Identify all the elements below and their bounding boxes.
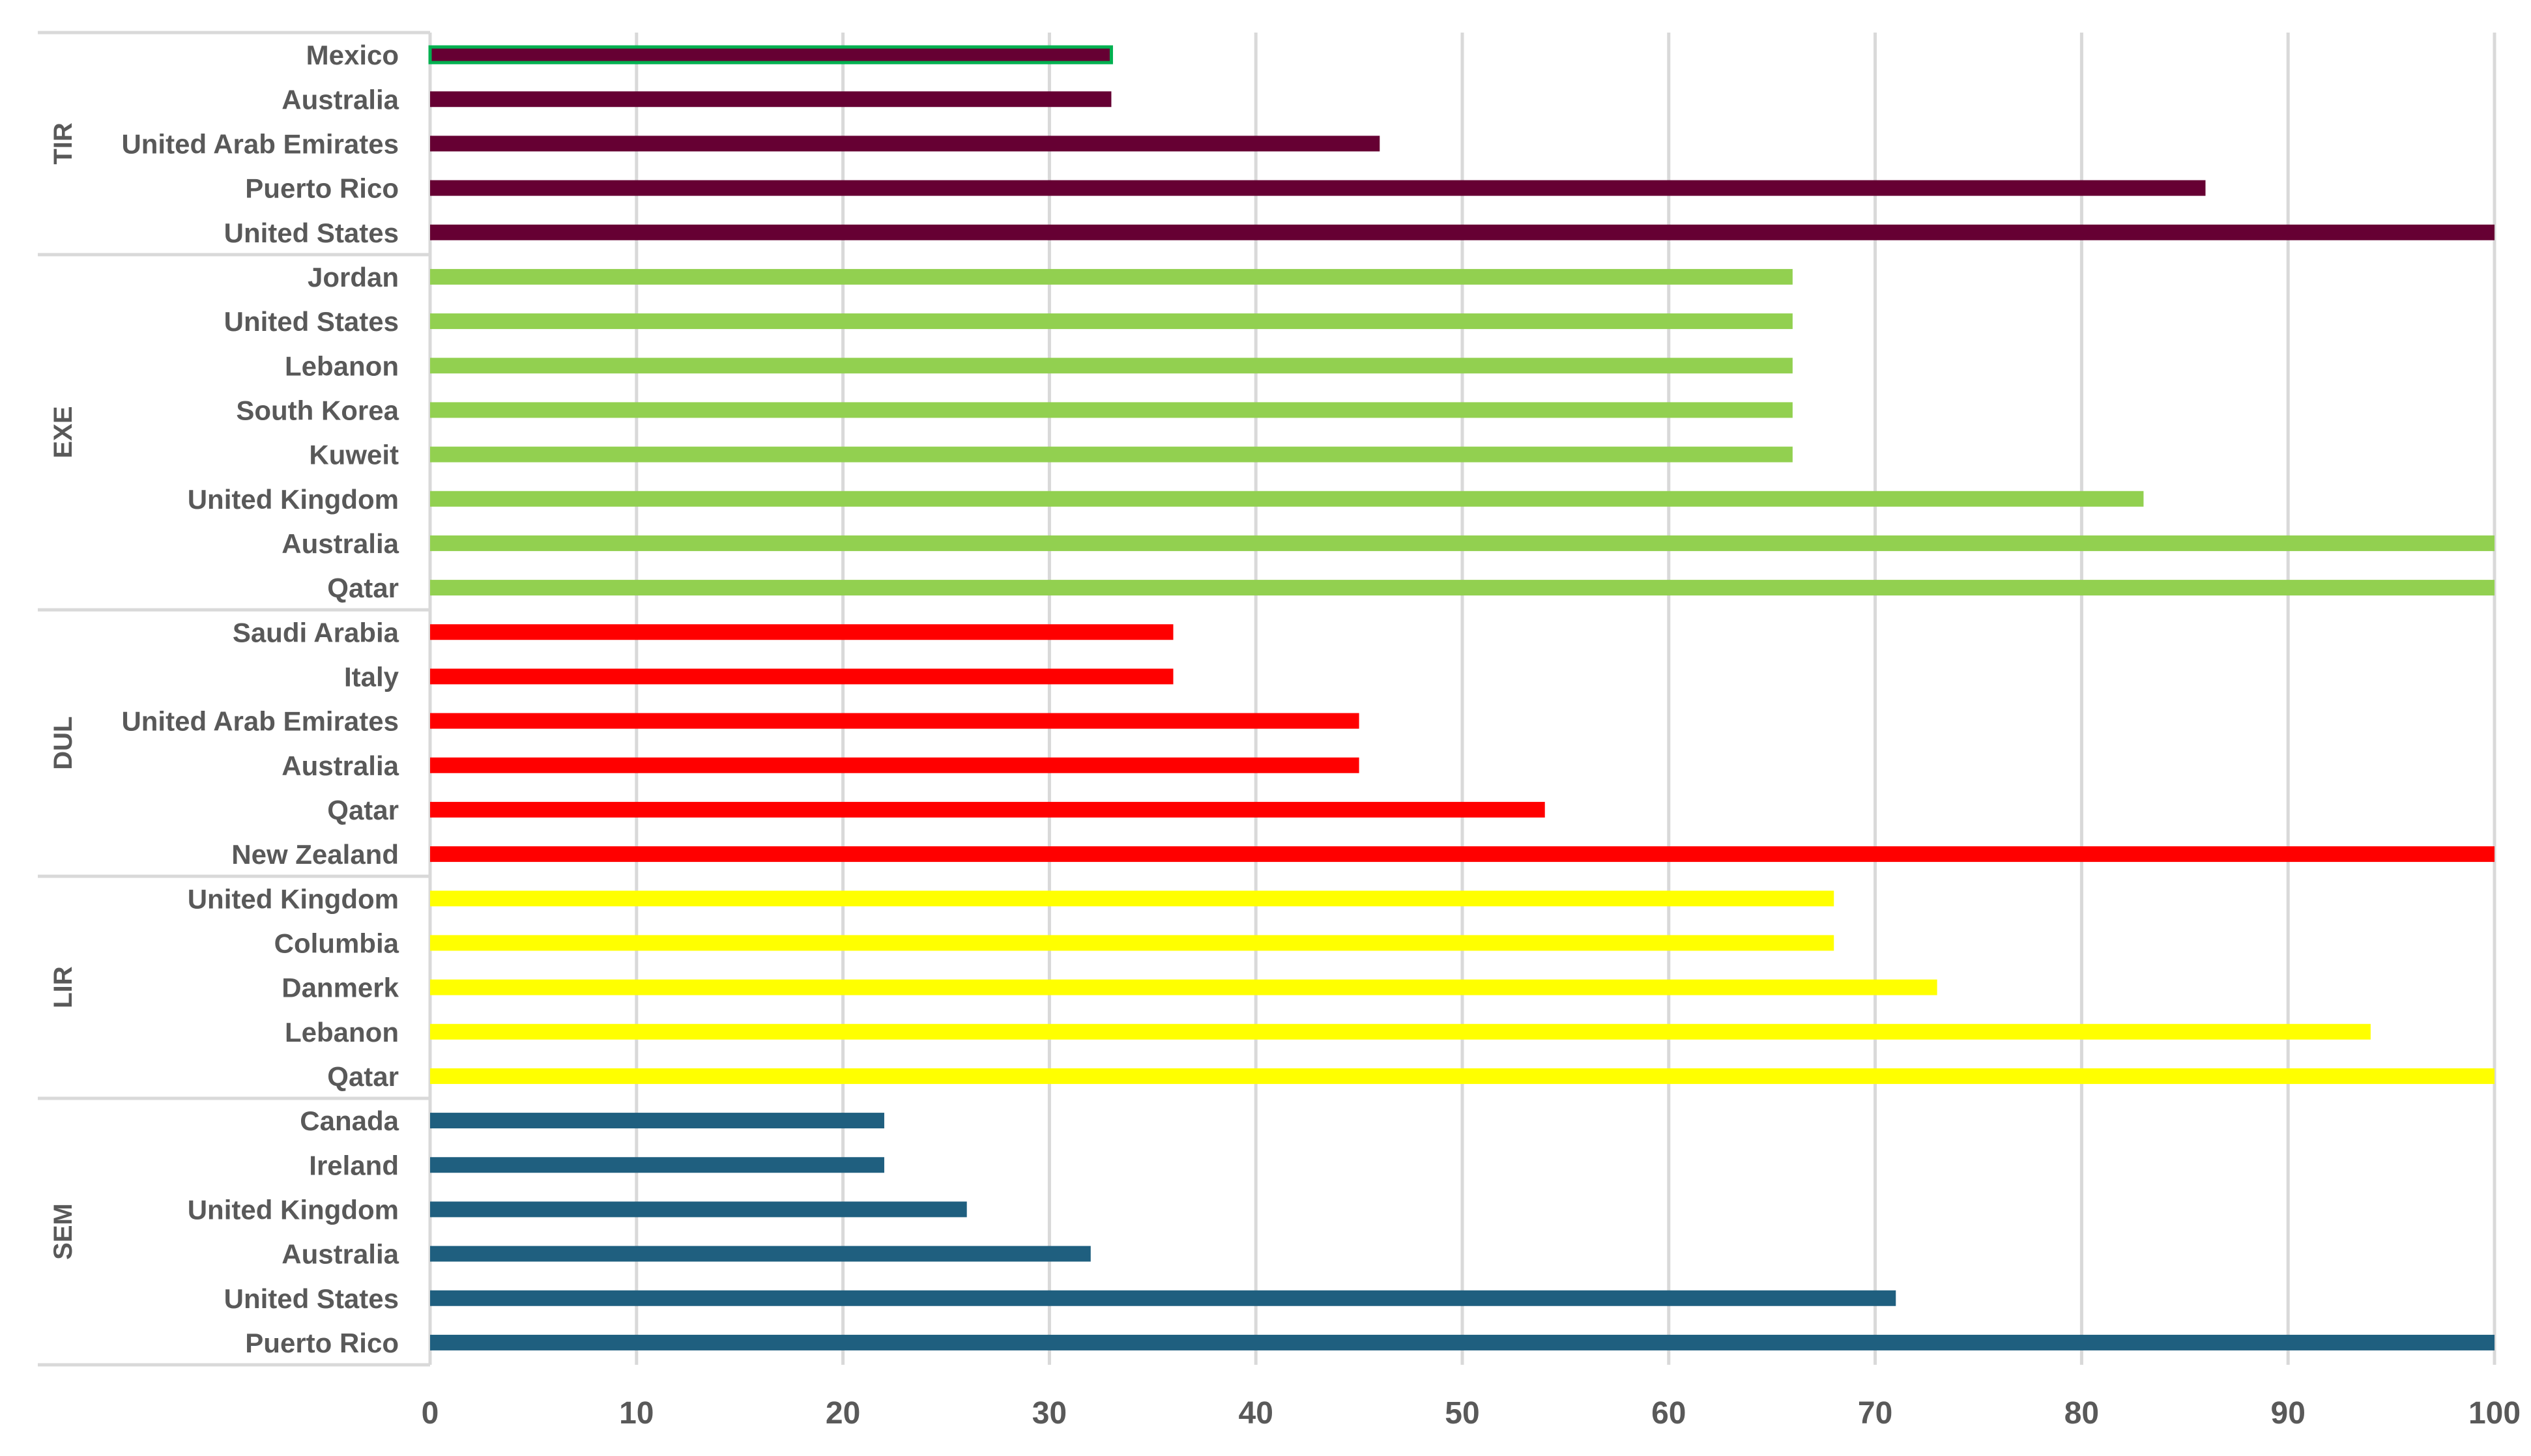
- x-tick-label-40: 40: [1239, 1396, 1273, 1431]
- group-label-tir: TIR: [49, 122, 78, 165]
- category-label-dul-5: New Zealand: [231, 839, 399, 870]
- bar-lir-3: [430, 1023, 2371, 1040]
- bar-exe-2: [430, 358, 1793, 374]
- category-label-exe-3: South Korea: [236, 395, 399, 425]
- bar-dul-1: [430, 668, 1174, 685]
- category-label-dul-4: Qatar: [327, 795, 399, 825]
- category-label-tir-4: United States: [224, 218, 399, 248]
- x-tick-label-100: 100: [2468, 1396, 2521, 1431]
- bar-exe-0: [430, 268, 1793, 285]
- x-tick-label-30: 30: [1032, 1396, 1067, 1431]
- x-tick-label-50: 50: [1445, 1396, 1479, 1431]
- category-label-tir-0: Mexico: [306, 40, 399, 70]
- bar-dul-2: [430, 713, 1359, 729]
- category-label-dul-0: Saudi Arabia: [233, 617, 399, 648]
- category-label-lir-1: Columbia: [274, 928, 399, 958]
- bar-exe-3: [430, 402, 1793, 418]
- bar-exe-7: [430, 580, 2495, 596]
- bar-sem-2: [430, 1201, 967, 1218]
- bar-exe-6: [430, 535, 2495, 551]
- bar-tir-3: [430, 180, 2206, 196]
- category-label-exe-2: Lebanon: [285, 350, 399, 381]
- category-label-lir-2: Danmerk: [282, 973, 399, 1003]
- bar-exe-5: [430, 491, 2144, 507]
- x-tick-label-70: 70: [1858, 1396, 1892, 1431]
- category-label-lir-0: United Kingdom: [188, 883, 399, 914]
- group-label-sem: SEM: [49, 1203, 78, 1260]
- category-label-sem-3: Australia: [282, 1239, 399, 1270]
- bar-lir-4: [430, 1068, 2495, 1084]
- x-tick-label-10: 10: [619, 1396, 654, 1431]
- category-label-dul-3: Australia: [282, 750, 399, 781]
- bar-exe-1: [430, 313, 1793, 330]
- category-label-tir-1: Australia: [282, 84, 399, 115]
- category-label-exe-0: Jordan: [308, 262, 399, 293]
- bar-tir-4: [430, 224, 2495, 240]
- bar-sem-4: [430, 1290, 1896, 1306]
- category-label-exe-1: United States: [224, 306, 399, 337]
- category-label-sem-1: Ireland: [309, 1150, 399, 1180]
- category-label-lir-3: Lebanon: [285, 1017, 399, 1048]
- bar-dul-0: [430, 624, 1174, 640]
- x-axis-tick-labels: 0 10 20 30 40 50 60 70 80 90 100: [422, 1396, 2521, 1431]
- bars: [428, 45, 2495, 1350]
- group-separators: [38, 31, 432, 1367]
- category-label-exe-6: Australia: [282, 528, 399, 559]
- category-label-sem-0: Canada: [300, 1106, 399, 1136]
- bar-dul-5: [430, 846, 2495, 863]
- gridlines: [635, 33, 2496, 1365]
- group-label-lir: LIR: [49, 966, 78, 1008]
- bar-dul-3: [430, 757, 1359, 773]
- bar-sem-3: [430, 1246, 1091, 1262]
- x-tick-label-80: 80: [2064, 1396, 2099, 1431]
- bar-sem-0: [430, 1113, 884, 1129]
- x-tick-label-20: 20: [826, 1396, 860, 1431]
- bar-dul-4: [430, 801, 1545, 818]
- bar-tir-0: [428, 45, 1113, 64]
- category-label-dul-2: United Arab Emirates: [121, 706, 399, 737]
- bar-sem-5: [430, 1334, 2495, 1350]
- bar-lir-0: [430, 891, 1834, 907]
- category-label-sem-4: United States: [224, 1283, 399, 1314]
- category-labels: Mexico Australia United Arab Emirates Puert…: [121, 40, 399, 1358]
- category-label-sem-5: Puerto Rico: [245, 1328, 399, 1358]
- bar-tir-1: [430, 91, 1112, 107]
- group-label-exe: EXE: [49, 406, 78, 458]
- group-label-dul: DUL: [49, 717, 78, 770]
- category-label-tir-3: Puerto Rico: [245, 173, 399, 204]
- x-tick-label-90: 90: [2271, 1396, 2306, 1431]
- category-label-sem-2: United Kingdom: [188, 1194, 399, 1225]
- category-label-lir-4: Qatar: [327, 1061, 399, 1092]
- x-tick-label-60: 60: [1651, 1396, 1686, 1431]
- bar-sem-1: [430, 1157, 884, 1173]
- category-label-exe-4: Kuweit: [309, 440, 399, 470]
- category-label-exe-5: United Kingdom: [188, 484, 399, 515]
- group-labels: TIR EXE DUL LIR SEM: [49, 122, 78, 1260]
- category-label-tir-2: United Arab Emirates: [121, 128, 399, 159]
- category-label-dul-1: Italy: [344, 661, 399, 692]
- bar-lir-1: [430, 935, 1834, 951]
- bar-lir-2: [430, 979, 1937, 995]
- bar-exe-4: [430, 446, 1793, 463]
- category-label-exe-7: Qatar: [327, 573, 399, 603]
- x-tick-label-0: 0: [422, 1396, 439, 1431]
- bar-tir-2: [430, 136, 1380, 152]
